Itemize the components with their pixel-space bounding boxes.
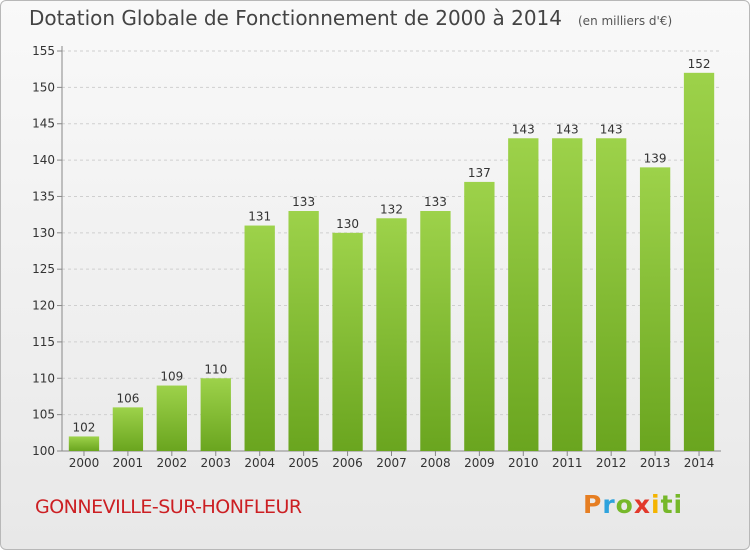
x-tick-label: 2000 <box>69 456 100 470</box>
bar-value-label: 110 <box>204 362 227 376</box>
bar <box>332 232 363 451</box>
bar-value-label: 130 <box>336 217 359 231</box>
chart-unit: (en milliers d'€) <box>578 14 673 28</box>
x-tick-label: 2014 <box>684 456 715 470</box>
x-tick-label: 2006 <box>332 456 363 470</box>
x-tick-label: 2001 <box>113 456 144 470</box>
y-tick-label: 155 <box>32 44 55 58</box>
logo-letter: x <box>633 490 651 519</box>
logo-letter: i <box>651 490 661 519</box>
bar-value-label: 143 <box>512 122 535 136</box>
bar-value-label: 143 <box>556 122 579 136</box>
logo-letter: ti <box>660 490 684 519</box>
bar-value-label: 133 <box>292 195 315 209</box>
proxiti-logo: Proxiti <box>583 490 683 519</box>
y-tick-label: 150 <box>32 80 55 94</box>
bar <box>508 138 539 452</box>
x-tick-label: 2011 <box>552 456 583 470</box>
y-tick-label: 140 <box>32 153 55 167</box>
logo-letter: P <box>583 490 603 519</box>
y-tick-label: 120 <box>32 299 55 313</box>
x-tick-label: 2005 <box>288 456 319 470</box>
x-tick-label: 2002 <box>157 456 188 470</box>
bar-value-label: 143 <box>600 122 623 136</box>
x-tick-label: 2012 <box>596 456 627 470</box>
y-tick-label: 115 <box>32 335 55 349</box>
x-tick-label: 2004 <box>244 456 275 470</box>
x-tick-label: 2010 <box>508 456 539 470</box>
commune-name: GONNEVILLE-SUR-HONFLEUR <box>35 496 302 518</box>
bar <box>112 407 144 451</box>
x-tick-label: 2013 <box>640 456 671 470</box>
bar <box>156 385 187 451</box>
bar <box>596 138 627 452</box>
y-tick-label: 100 <box>32 444 55 458</box>
bar <box>464 181 495 451</box>
bar <box>376 218 407 451</box>
bar-value-label: 152 <box>688 57 711 71</box>
bar-value-label: 137 <box>468 166 491 180</box>
x-tick-label: 2007 <box>376 456 407 470</box>
y-tick-label: 130 <box>32 226 55 240</box>
y-tick-label: 145 <box>32 117 55 131</box>
x-tick-label: 2003 <box>200 456 231 470</box>
bar <box>288 211 319 451</box>
bar-value-label: 139 <box>644 151 667 165</box>
logo-letter: o <box>615 490 634 519</box>
bar <box>200 378 231 451</box>
bar <box>420 211 451 451</box>
chart-title-block: Dotation Globale de Fonctionnement de 20… <box>29 6 672 30</box>
bar <box>244 225 275 451</box>
bar <box>552 138 583 452</box>
bar <box>639 167 671 451</box>
bar-value-label: 133 <box>424 195 447 209</box>
bar <box>683 72 715 452</box>
logo-letter: r <box>602 490 616 519</box>
bar <box>68 436 100 451</box>
bar-value-label: 132 <box>380 202 403 216</box>
y-tick-label: 135 <box>32 189 55 203</box>
bar-value-label: 102 <box>73 420 96 434</box>
bar-value-label: 109 <box>160 370 183 384</box>
chart-title: Dotation Globale de Fonctionnement de 20… <box>29 6 562 30</box>
y-tick-label: 105 <box>32 408 55 422</box>
y-tick-label: 125 <box>32 262 55 276</box>
y-tick-label: 110 <box>32 371 55 385</box>
x-tick-label: 2008 <box>420 456 451 470</box>
bar-value-label: 106 <box>116 391 139 405</box>
x-tick-label: 2009 <box>464 456 495 470</box>
bar-value-label: 131 <box>248 210 271 224</box>
